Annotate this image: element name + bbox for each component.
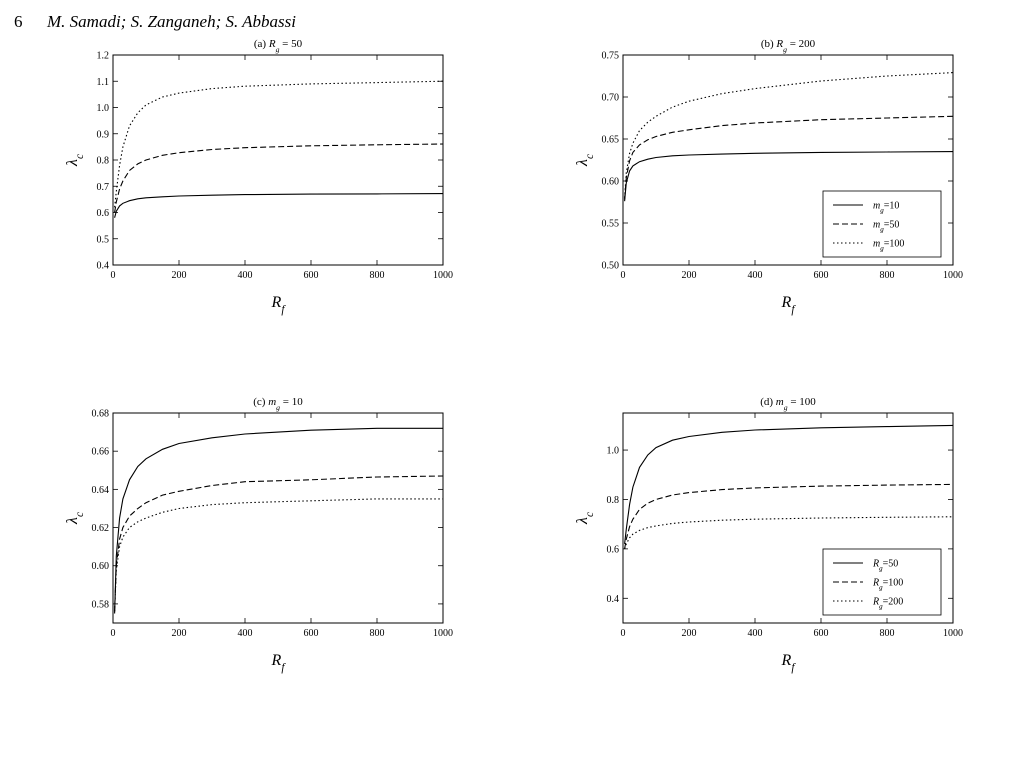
series-line-dashed bbox=[114, 143, 443, 213]
chart-panel-a: (a) Rg = 50 0 200 400 600 800 1000 0.4 0.5 0.6 0.7… bbox=[64, 38, 453, 325]
x-tick-label: 800 bbox=[370, 270, 385, 281]
legend-entry-label: Rg=50 bbox=[872, 559, 898, 573]
y-tick-label: 0.62 bbox=[92, 523, 110, 534]
x-tick-label: 800 bbox=[880, 628, 895, 639]
series-line-dotted bbox=[624, 516, 953, 550]
y-tick-label: 0.65 bbox=[602, 135, 620, 146]
x-tick-label: 600 bbox=[304, 270, 319, 281]
y-tick-label: 0.64 bbox=[92, 485, 110, 496]
y-tick-label: 0.75 bbox=[602, 51, 620, 62]
plot-frame bbox=[622, 54, 954, 266]
y-tick-label: 1.0 bbox=[607, 446, 620, 457]
x-tick-label: 800 bbox=[370, 628, 385, 639]
series-line-solid bbox=[114, 193, 443, 218]
legend-entry-label: Rg=200 bbox=[872, 597, 903, 611]
x-tick-label: 400 bbox=[748, 628, 763, 639]
x-tick-label: 1000 bbox=[433, 270, 453, 281]
y-tick-label: 0.6 bbox=[607, 544, 620, 555]
y-tick-label: 0.60 bbox=[602, 177, 620, 188]
y-tick-label: 1.0 bbox=[97, 103, 110, 114]
y-tick-label: 0.4 bbox=[97, 261, 110, 272]
y-axis-label: λc bbox=[574, 154, 596, 167]
legend-entry-label: mg=100 bbox=[873, 239, 904, 253]
x-axis-label: Rf bbox=[781, 294, 797, 316]
series-line-dotted bbox=[114, 498, 443, 612]
chart-svg-c: (c) mg = 10 0 200 400 600 800 1000 0.58 0.60 0.62… bbox=[64, 396, 453, 674]
y-tick-label: 0.70 bbox=[602, 93, 620, 104]
y-axis-label: λc bbox=[64, 154, 86, 167]
series-line-dotted bbox=[114, 80, 443, 208]
series-line-dashed bbox=[624, 115, 953, 200]
y-tick-label: 0.66 bbox=[92, 447, 110, 458]
y-tick-label: 0.5 bbox=[97, 234, 110, 245]
series-line-solid bbox=[624, 151, 953, 202]
page-number: 6 bbox=[14, 12, 23, 31]
series-line-dashed bbox=[114, 475, 443, 612]
chart-title: (d) mg = 100 bbox=[760, 396, 816, 412]
x-tick-label: 600 bbox=[304, 628, 319, 639]
x-tick-label: 800 bbox=[880, 270, 895, 281]
chart-svg-d: (d) mg = 100 0 200 400 600 800 1000 0.4 0.6 0.8 1.… bbox=[574, 396, 963, 674]
legend-entry-label: Rg=100 bbox=[872, 578, 903, 592]
x-tick-label: 400 bbox=[748, 270, 763, 281]
x-tick-label: 0 bbox=[621, 628, 626, 639]
chart-title: (a) Rg = 50 bbox=[254, 38, 303, 54]
series-line-dashed bbox=[624, 483, 953, 549]
y-axis-label: λc bbox=[574, 512, 596, 525]
plot-frame bbox=[112, 412, 444, 624]
x-tick-label: 600 bbox=[814, 270, 829, 281]
y-tick-label: 0.4 bbox=[607, 594, 620, 605]
y-tick-label: 0.8 bbox=[97, 156, 110, 167]
y-tick-label: 0.68 bbox=[92, 409, 110, 420]
y-tick-label: 0.55 bbox=[602, 219, 620, 230]
series-line-dotted bbox=[624, 72, 953, 198]
x-tick-label: 600 bbox=[814, 628, 829, 639]
chart-panel-c: (c) mg = 10 0 200 400 600 800 1000 0.58 0.60 0.62… bbox=[64, 396, 453, 683]
plot-frame bbox=[622, 412, 954, 624]
chart-title: (b) Rg = 200 bbox=[761, 38, 816, 54]
legend: Rg=50 Rg=100 Rg=200 bbox=[822, 548, 942, 616]
legend: mg=10 mg=50 mg=100 bbox=[822, 190, 942, 258]
y-axis-label: λc bbox=[64, 512, 86, 525]
chart-panel-b: (b) Rg = 200 0 200 400 600 800 1000 0.50 0.55 0.6… bbox=[574, 38, 963, 325]
legend-entry-label: mg=10 bbox=[873, 201, 899, 215]
y-tick-label: 0.58 bbox=[92, 599, 110, 610]
x-axis-label: Rf bbox=[271, 652, 287, 674]
series-line-solid bbox=[114, 427, 443, 614]
y-tick-label: 0.7 bbox=[97, 182, 110, 193]
x-tick-label: 200 bbox=[682, 270, 697, 281]
running-head-authors: M. Samadi; S. Zanganeh; S. Abbassi bbox=[47, 12, 297, 31]
plot-frame bbox=[112, 54, 444, 266]
x-tick-label: 0 bbox=[111, 628, 116, 639]
chart-svg-a: (a) Rg = 50 0 200 400 600 800 1000 0.4 0.5 0.6 0.7… bbox=[64, 38, 453, 316]
x-axis-label: Rf bbox=[781, 652, 797, 674]
x-tick-label: 1000 bbox=[943, 628, 963, 639]
x-tick-label: 1000 bbox=[943, 270, 963, 281]
x-tick-label: 200 bbox=[682, 628, 697, 639]
chart-title: (c) mg = 10 bbox=[253, 396, 303, 412]
x-tick-label: 400 bbox=[238, 270, 253, 281]
x-tick-label: 200 bbox=[172, 270, 187, 281]
chart-panel-d: (d) mg = 100 0 200 400 600 800 1000 0.4 0.6 0.8 1.… bbox=[574, 396, 963, 683]
y-tick-label: 0.60 bbox=[92, 561, 110, 572]
y-tick-label: 0.50 bbox=[602, 261, 620, 272]
x-tick-label: 0 bbox=[111, 270, 116, 281]
x-tick-label: 1000 bbox=[433, 628, 453, 639]
legend-entry-label: mg=50 bbox=[873, 220, 899, 234]
y-tick-label: 1.1 bbox=[97, 77, 110, 88]
y-tick-label: 0.8 bbox=[607, 495, 620, 506]
x-axis-label: Rf bbox=[271, 294, 287, 316]
y-tick-label: 0.9 bbox=[97, 129, 110, 140]
series-line-solid bbox=[624, 424, 953, 544]
y-tick-label: 0.6 bbox=[97, 208, 110, 219]
x-tick-label: 400 bbox=[238, 628, 253, 639]
y-tick-label: 1.2 bbox=[97, 51, 110, 62]
chart-svg-b: (b) Rg = 200 0 200 400 600 800 1000 0.50 0.55 0.6… bbox=[574, 38, 963, 316]
x-tick-label: 0 bbox=[621, 270, 626, 281]
x-tick-label: 200 bbox=[172, 628, 187, 639]
